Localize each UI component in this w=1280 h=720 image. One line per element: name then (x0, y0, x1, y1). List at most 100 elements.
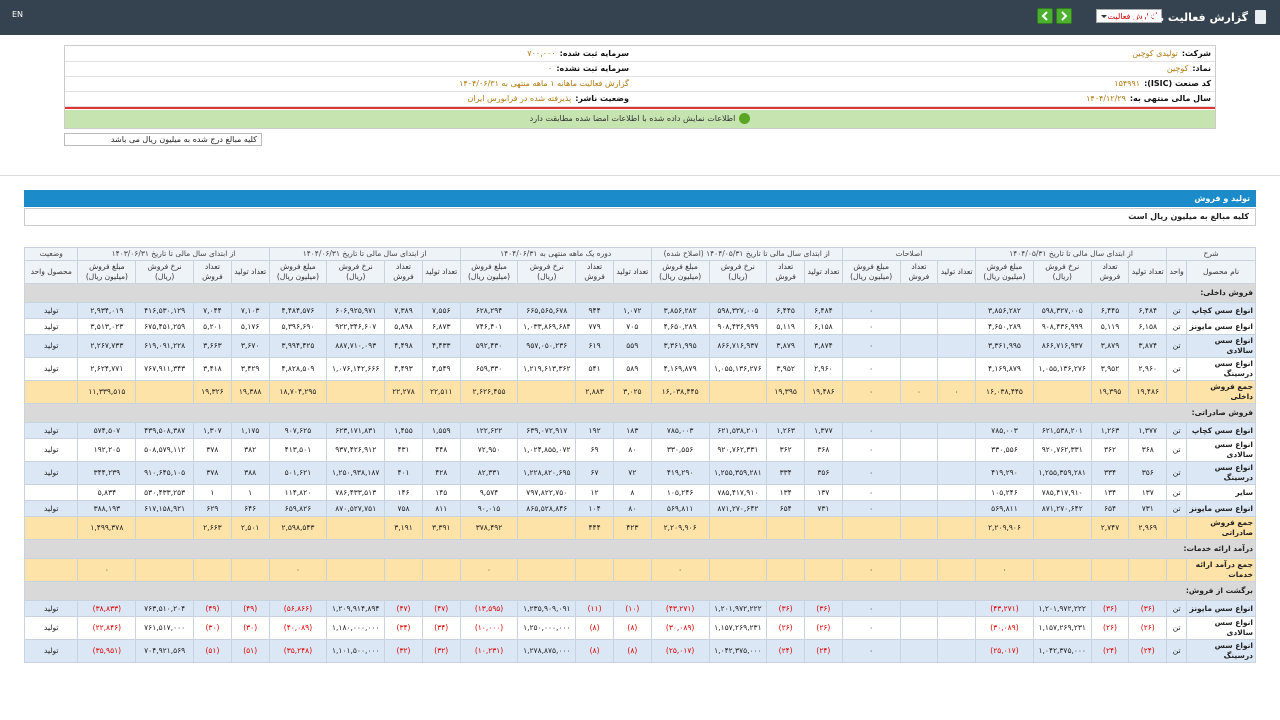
cell: (۱۰,۲۳۱) (459, 639, 519, 663)
cell: ۴۴۸ (421, 438, 461, 462)
cell (899, 461, 939, 485)
cell: تولید (23, 357, 79, 381)
cell: تن (1166, 334, 1188, 358)
cell: ۴,۶۵۰,۲۸۹ (975, 318, 1034, 335)
cell: ۵۹۲,۴۳۰ (459, 334, 519, 358)
product-name: انواع سس کچاپ (1186, 302, 1256, 319)
notice-icon (739, 113, 751, 124)
cell: ۱۱,۳۳۹,۵۱۵ (77, 380, 137, 404)
cell: ۰ (841, 422, 901, 439)
column-header: تعداد تولید (421, 260, 461, 284)
header-row: نام محصول واحد تعداد تولید تعداد فروش نرخ فر… (23, 260, 1256, 284)
cell: ۶,۴۴۵ (766, 302, 806, 319)
cell: ۱,۲۳۵,۹۰۹,۰۹۱ (517, 600, 577, 617)
field-value: ۷۰۰,۰۰۰ (527, 49, 556, 58)
column-header: تعداد تولید (230, 260, 270, 284)
cell: ۸۱۱ (421, 500, 461, 517)
cell: ۵,۲۰۱ (193, 318, 232, 335)
field-value: ۰ (548, 64, 553, 73)
info-field: گزارش فعالیت ماهانه ۱ ماهه منتهی به ۱۴۰۴… (459, 79, 629, 88)
cell (937, 438, 977, 462)
cell: ۱,۲۰۹,۹۱۴,۸۹۴ (326, 600, 386, 617)
cell: ۶۲۹ (193, 500, 232, 517)
cell: ۳۷۸ (193, 461, 232, 485)
cell: تن (1166, 461, 1188, 485)
column-header: نرخ فروش (ریال) (326, 260, 386, 284)
next-button[interactable] (1056, 8, 1072, 24)
cell (384, 558, 423, 582)
cell (899, 639, 939, 663)
cell: ۱,۰۴۲,۳۷۵,۰۰۰ (1032, 639, 1092, 663)
cell: تن (1166, 318, 1188, 335)
cell: ۳,۹۹۴,۴۲۵ (268, 334, 328, 358)
prev-button[interactable] (1037, 8, 1053, 24)
cell: ۸۰ (612, 438, 652, 462)
report-icon (1255, 10, 1266, 24)
total-row: جمع فروش داخلی ۱۹,۴۸۶ ۱۹,۳۹۵ ۱۶,۰۳۸,۴۴۵ ۰ ۰ ۰ ۱… (23, 380, 1256, 404)
language-switch[interactable]: EN (12, 10, 24, 19)
cell: ۹۲۲,۳۴۶,۶۰۷ (326, 318, 386, 335)
cell (804, 558, 843, 582)
cell: ۷۵۸ (384, 500, 423, 517)
cell: ۱۹,۴۸۶ (1128, 380, 1168, 404)
cell: ۵۹۸,۳۲۷,۰۰۵ (1032, 302, 1092, 319)
column-header: تعداد فروش (575, 260, 614, 284)
cell: ۷۷۹ (575, 318, 614, 335)
cell (937, 422, 977, 439)
column-header: تعداد تولید (804, 260, 843, 284)
cell: ۵۵۹ (612, 334, 652, 358)
cell: (۳۰) (230, 616, 270, 640)
field-label: سال مالی منتهی به: (1129, 94, 1211, 103)
cell: ۱,۲۷۸,۸۷۵,۰۰۰ (517, 639, 577, 663)
cell: ۹۲۰,۷۶۲,۳۳۱ (708, 438, 768, 462)
cell: ۳,۸۵۶,۲۸۲ (975, 302, 1034, 319)
cell: ۰ (77, 558, 137, 582)
cell (937, 639, 977, 663)
cell: (۲۲,۸۴۶) (77, 616, 137, 640)
cell: ۰ (268, 558, 328, 582)
cell: ۳۸۸,۱۹۳ (77, 500, 137, 517)
cell: ۵,۳۹۶,۶۹۰ (268, 318, 328, 335)
cell (899, 616, 939, 640)
data-row: انواع سس درسینگ تن (۲۴) (۲۴) ۱,۰۴۲,۳۷۵,۰۰۰ (۲… (23, 639, 1256, 663)
cell (1128, 558, 1168, 582)
report-select[interactable]: گزارش فعالیت (1096, 9, 1162, 23)
cell: ۷۸۵,۴۱۷,۹۱۰ (1032, 484, 1092, 501)
cell: ۷۴۶,۴۰۱ (459, 318, 519, 335)
cell: ۱۰۴ (575, 500, 614, 517)
cell: ۲,۹۶۰ (804, 357, 843, 381)
column-header: تعداد فروش (384, 260, 423, 284)
cell: ۸۸۷,۷۱۰,۰۹۳ (326, 334, 386, 358)
cell: تولید (23, 334, 79, 358)
cell: ۰ (841, 484, 901, 501)
cell: ۰ (841, 357, 901, 381)
cell: ۱,۲۱۹,۶۱۳,۳۶۲ (517, 357, 577, 381)
cell: (۲۶) (804, 616, 843, 640)
cell: (۲۵,۰۱۷) (975, 639, 1034, 663)
cell: ۸۶۶,۷۱۶,۹۳۷ (1032, 334, 1092, 358)
column-header: نرخ فروش (ریال) (708, 260, 768, 284)
cell (899, 484, 939, 501)
column-header: نرخ فروش (ریال) (135, 260, 195, 284)
cell: ۴۱۶,۵۳۰,۱۲۹ (135, 302, 195, 319)
cell: ۱,۰۵۵,۱۳۶,۲۷۶ (1032, 357, 1092, 381)
product-name: انواع سس درسینگ (1186, 639, 1256, 663)
cell: (۱۱) (575, 600, 614, 617)
section-title: تولید و فروش (24, 190, 1256, 207)
unit-input[interactable]: کلیه مبالغ درج شده به میلیون ریال می باش… (64, 133, 262, 146)
cell: تولید (23, 438, 79, 462)
cell: (۴۹) (230, 600, 270, 617)
column-header: مبلغ فروش (میلیون ریال) (268, 260, 328, 284)
section-note: کلیه مبالغ به میلیون ریال است (24, 208, 1256, 226)
product-name: انواع سس درسینگ (1186, 461, 1256, 485)
cell: (۳۶) (1128, 600, 1168, 617)
cell: ۴۱۳,۵۰۱ (268, 438, 328, 462)
cell: (۲۴) (804, 639, 843, 663)
product-name: جمع فروش صادراتی (1186, 516, 1256, 540)
cell: ۵۸۹ (612, 357, 652, 381)
cell (937, 318, 977, 335)
cell: ۷,۱۰۳ (230, 302, 270, 319)
data-row: انواع سس درسینگ تن ۲,۹۶۰ ۳,۹۵۲ ۱,۰۵۵,۱۳۶,۲۷۶… (23, 357, 1256, 381)
data-row: انواع سس سالادی تن (۲۶) (۲۶) ۱,۱۵۷,۲۶۹,۲۳۱ (۳… (23, 616, 1256, 640)
cell: ۰ (975, 558, 1034, 582)
